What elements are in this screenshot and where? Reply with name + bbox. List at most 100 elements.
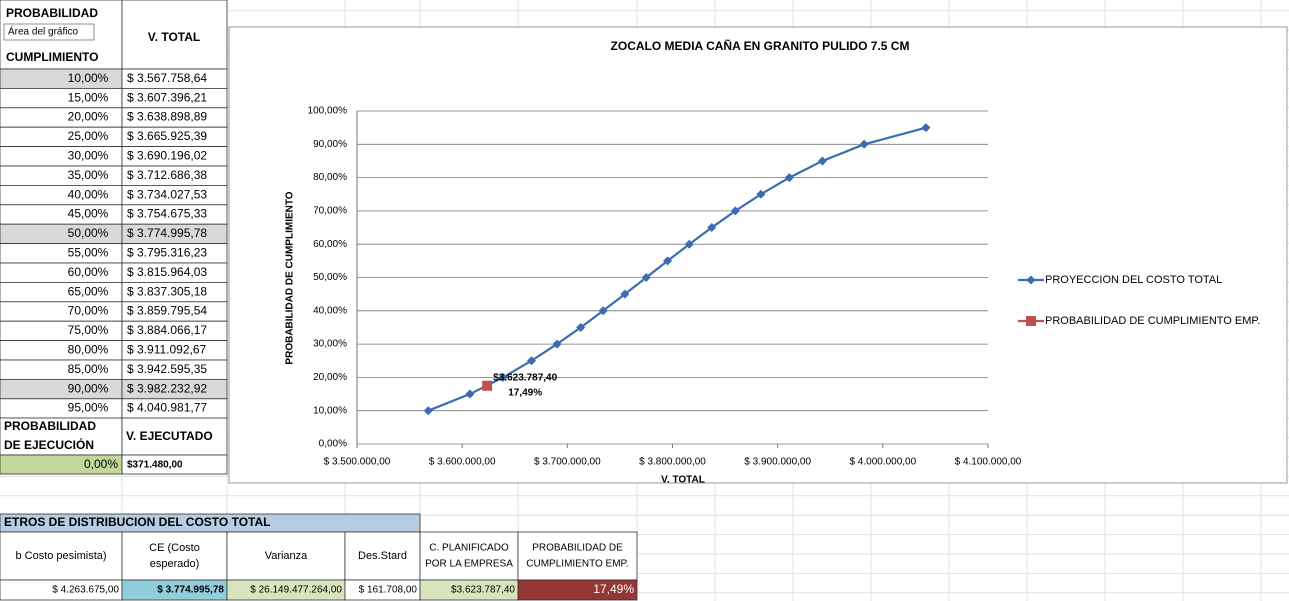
cell-text: 80,00%	[68, 342, 109, 356]
cell-text: 75,00%	[68, 323, 109, 337]
x-tick-label: $ 3.800.000,00	[639, 457, 706, 468]
diamond-marker	[598, 306, 608, 316]
cell-text: ETROS DE DISTRIBUCION DEL COSTO TOTAL	[4, 515, 270, 529]
cell-text: $ 26.149.477.264,00	[250, 585, 342, 596]
cell-text: 85,00%	[68, 362, 109, 376]
tooltip	[3, 23, 95, 41]
diamond-marker	[707, 223, 717, 233]
cell	[344, 531, 421, 581]
diamond-marker	[784, 173, 794, 183]
y-tick-label: 30,00%	[313, 339, 347, 350]
diamond-marker	[620, 289, 630, 299]
cell-text: $ 4.040.981,77	[127, 401, 207, 415]
cell-text: $ 3.774.995,78	[157, 585, 224, 596]
cell-text: b Costo pesimista)	[15, 550, 106, 562]
cell-text: PROBABILIDAD DE	[532, 543, 623, 554]
cell	[517, 579, 638, 601]
cell	[121, 417, 228, 456]
legend-label: PROBABILIDAD DE CUMPLIMIENTO EMP.	[1045, 315, 1260, 327]
legend-marker	[1026, 275, 1036, 285]
cell	[121, 0, 228, 70]
cell-text: 40,00%	[68, 187, 109, 201]
tooltip-text: Área del gráfico	[8, 25, 78, 38]
series-line	[427, 126, 927, 412]
cell-text: $ 3.859.795,54	[127, 304, 207, 318]
x-tick-label: $ 3.500.000,00	[324, 457, 391, 468]
y-tick-label: 90,00%	[313, 139, 347, 150]
cell-text: $ 4.263.675,00	[52, 585, 119, 596]
legend-label: PROYECCION DEL COSTO TOTAL	[1045, 274, 1222, 286]
cell-text: $ 3.911.092,67	[127, 342, 207, 356]
cell-text: $ 3.567.758,64	[127, 71, 207, 85]
cell-text: V. TOTAL	[148, 30, 200, 44]
cell-text: 30,00%	[68, 148, 109, 162]
y-tick-label: 40,00%	[313, 305, 347, 316]
cell-text: C. PLANIFICADO	[429, 543, 509, 554]
x-tick-label: $ 3.600.000,00	[429, 457, 496, 468]
diamond-marker	[423, 406, 433, 416]
cell-text: $ 161.708,00	[359, 585, 418, 596]
x-tick-label: $ 4.100.000,00	[955, 457, 1022, 468]
cell	[121, 454, 228, 475]
cell-text: 65,00%	[68, 284, 109, 298]
cell-text: 25,00%	[68, 129, 109, 143]
cell-text: Varianza	[265, 550, 308, 562]
cell-text: 95,00%	[68, 401, 109, 415]
y-axis-label: PROBABILIDAD DE CUMPLIMIENTO	[285, 191, 296, 364]
cell-text: $3.623.787,40	[451, 585, 515, 596]
diamond-marker	[730, 206, 740, 216]
cell-text: $ 3.754.675,33	[127, 207, 207, 221]
cell-text: 35,00%	[68, 168, 109, 182]
cell-text: 0,00%	[84, 457, 118, 471]
cell-text: $ 3.774.995,78	[127, 226, 207, 240]
cell-text: $ 3.884.066,17	[127, 323, 207, 337]
x-tick-label: $ 3.700.000,00	[534, 457, 601, 468]
cell-text: PROBABILIDAD	[4, 419, 96, 433]
cell-text: 10,00%	[68, 71, 109, 85]
diamond-marker	[817, 156, 827, 166]
cell-text: 60,00%	[68, 265, 109, 279]
cell-text: Des.Stard	[358, 550, 407, 562]
cell-text: CE (Costo	[149, 542, 200, 554]
cell-text: PROBABILIDAD	[6, 6, 98, 20]
y-tick-label: 70,00%	[313, 206, 347, 217]
diamond-marker	[465, 389, 475, 399]
chart-area	[228, 26, 1288, 484]
cell-text: $ 3.607.396,21	[127, 90, 207, 104]
cell-text: 55,00%	[68, 245, 109, 259]
diamond-marker	[641, 273, 651, 282]
cell-text: $371.480,00	[127, 460, 183, 471]
cell-text: $ 3.815.964,03	[127, 265, 207, 279]
legend-marker	[1026, 316, 1036, 326]
cell-text: CUMPLIMIENTO EMP.	[526, 559, 628, 570]
cell-text: $ 3.690.196,02	[127, 148, 207, 162]
chart-title: ZOCALO MEDIA CAÑA EN GRANITO PULIDO 7.5 …	[611, 38, 910, 53]
diamond-marker	[684, 239, 694, 249]
cell-text: POR LA EMPRESA	[425, 559, 513, 570]
x-tick-label: $ 4.000.000,00	[849, 457, 916, 468]
diamond-marker	[552, 339, 562, 349]
cell-text: $ 3.942.595,35	[127, 362, 207, 376]
square-marker	[482, 380, 493, 391]
cell-text: $ 3.837.305,18	[127, 284, 207, 298]
data-label: 17,49%	[508, 387, 542, 398]
cell-text: 90,00%	[68, 381, 109, 395]
cell-text: $ 3.638.898,89	[127, 110, 207, 124]
x-axis-label: V. TOTAL	[661, 475, 705, 486]
y-tick-label: 100,00%	[308, 106, 348, 117]
cell-text: 70,00%	[68, 304, 109, 318]
cell-text: $ 3.734.027,53	[127, 187, 207, 201]
y-tick-label: 0,00%	[319, 439, 347, 450]
cell	[419, 531, 519, 581]
cell-text: CUMPLIMIENTO	[6, 50, 98, 64]
cell-text: V. EJECUTADO	[126, 429, 213, 443]
cell-text: DE EJECUCIÓN	[4, 437, 94, 452]
cell-text: 20,00%	[68, 110, 109, 124]
diamond-marker	[859, 139, 869, 149]
diamond-marker	[756, 189, 766, 199]
cell-text: $ 3.982.232,92	[127, 381, 207, 395]
data-label: $3.623.787,40	[493, 372, 557, 383]
diamond-marker	[921, 123, 931, 133]
